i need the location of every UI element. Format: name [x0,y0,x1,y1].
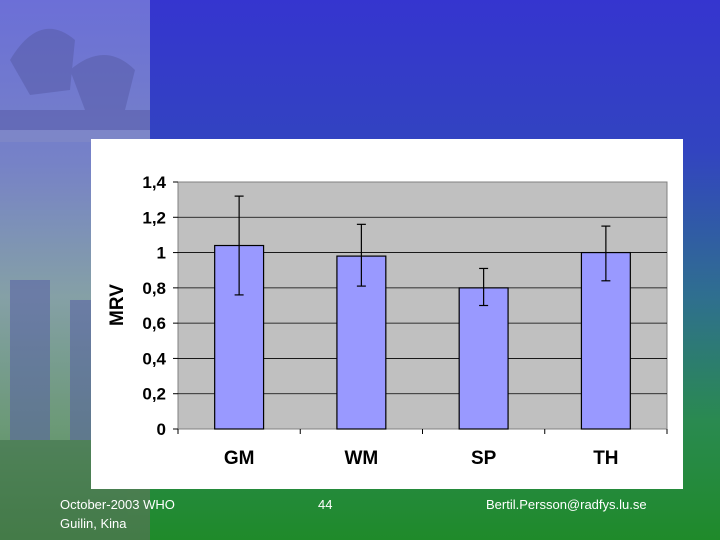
x-tick-label: TH [593,448,618,469]
x-tick-label: GM [224,448,255,469]
footer-conference-line1: October-2003 WHO [60,497,175,512]
x-tick-label: SP [471,448,497,469]
x-tick-label: WM [344,448,378,469]
bar-th [580,251,631,430]
page-number: 44 [318,497,333,512]
chart-panel: 0 0,2 0,4 0,6 0,8 1 1,2 1,4 GM WM SP TH MRV [91,139,683,489]
footer-email: Bertil.Persson@radfys.lu.se [486,497,647,512]
y-tick-label: 1,2 [142,208,166,227]
y-tick-label: 0,2 [142,385,166,404]
y-tick-label: 1 [157,244,166,263]
y-tick-label: 0,8 [142,279,166,298]
y-tick-label: 1,4 [142,173,166,192]
y-tick-label: 0 [157,420,166,439]
y-axis-label: MRV [107,284,128,326]
y-tick-label: 0,4 [142,349,166,368]
bar-chart: 0 0,2 0,4 0,6 0,8 1 1,2 1,4 GM WM SP TH MRV [107,173,668,469]
footer-conference: October-2003 WHO Guilin, Kina [60,495,230,533]
footer-conference-line2: Guilin, Kina [60,516,127,531]
bar-sp [458,287,509,430]
y-tick-label: 0,6 [142,314,166,333]
